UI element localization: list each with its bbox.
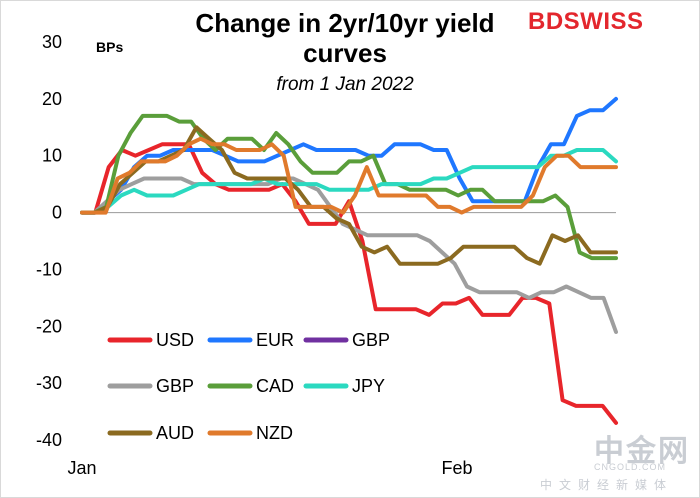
legend-label-nzd: NZD [256,423,293,443]
y-axis-label: BPs [96,39,123,55]
legend-label-gbp: GBP [156,376,194,396]
y-tick-label: -30 [36,373,62,393]
bdswiss-logo: BDSWISS [528,8,644,35]
y-tick-label: -10 [36,259,62,279]
x-tick-label: Jan [67,458,96,478]
chart-subtitle: from 1 Jan 2022 [276,74,414,95]
legend-label-gbp: GBP [352,330,390,350]
legend-label-jpy: JPY [352,376,385,396]
legend-label-cad: CAD [256,376,294,396]
watermark-text: 中金网 [594,434,690,469]
watermark-subtitle: 中文财经新媒体 [540,478,674,492]
series-line-nzd-7 [80,136,618,215]
y-tick-label: 20 [42,89,62,109]
watermark-site: CNGOLD.COM [594,462,667,472]
x-tick-label: Feb [441,458,472,478]
legend-label-usd: USD [156,330,194,350]
series-line-jpy-5 [80,148,618,215]
series-line-aud-6 [80,125,618,266]
y-tick-label: -40 [36,430,62,450]
legend-label-eur: EUR [256,330,294,350]
y-tick-label: 10 [42,146,62,166]
y-tick-label: -20 [36,316,62,336]
chart-title: Change in 2yr/10yr yield curves [195,8,495,68]
series-line-eur-1 [80,96,618,215]
legend-label-aud: AUD [156,423,194,443]
y-tick-label: 0 [52,203,62,223]
y-tick-label: 30 [42,32,62,52]
